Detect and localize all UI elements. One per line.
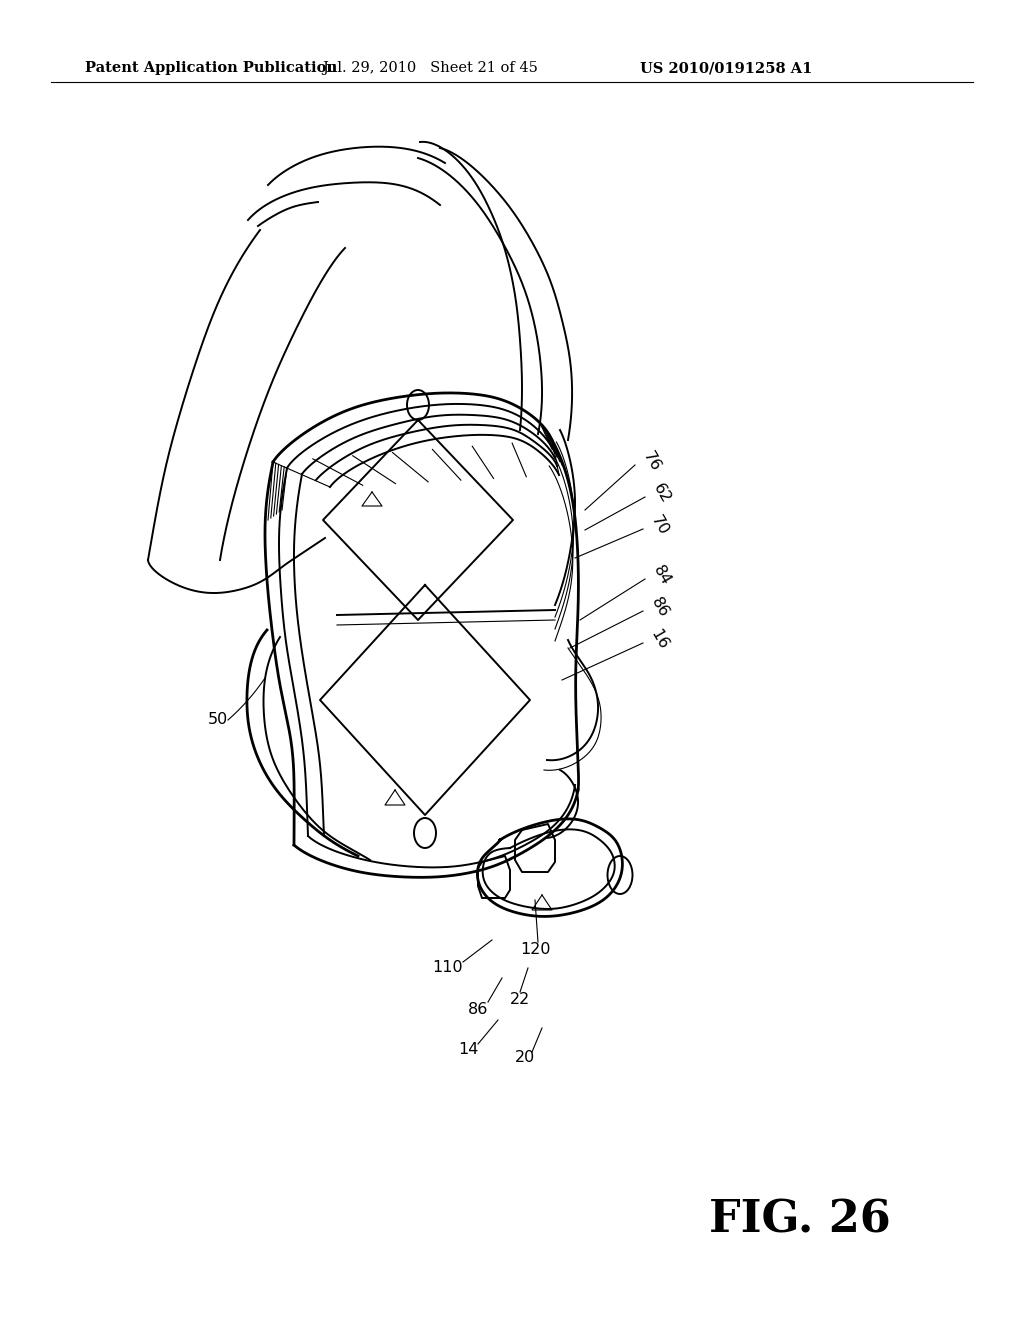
Text: 110: 110 [433,961,463,975]
Text: 86: 86 [468,1002,488,1018]
Text: 70: 70 [648,513,671,539]
Text: 50: 50 [208,713,228,727]
Text: 120: 120 [520,942,550,957]
Text: 76: 76 [640,450,664,474]
Text: 22: 22 [510,993,530,1007]
Text: Jul. 29, 2010   Sheet 21 of 45: Jul. 29, 2010 Sheet 21 of 45 [323,61,538,75]
Text: Patent Application Publication: Patent Application Publication [85,61,337,75]
Text: 16: 16 [648,627,671,652]
Text: 86: 86 [648,595,671,620]
Text: US 2010/0191258 A1: US 2010/0191258 A1 [640,61,812,75]
Text: 20: 20 [515,1051,536,1065]
Text: 62: 62 [650,482,673,507]
Text: 14: 14 [458,1043,478,1057]
Text: FIG. 26: FIG. 26 [710,1199,891,1242]
Text: 84: 84 [650,564,673,589]
